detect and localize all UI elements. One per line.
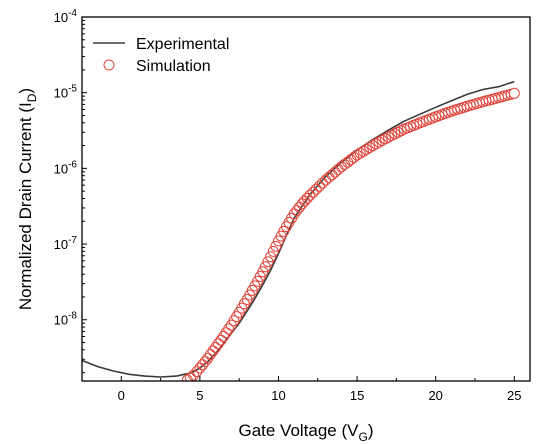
series-simulation-point <box>370 138 382 150</box>
series-simulation-point <box>508 87 520 99</box>
series-experimental-line <box>82 80 515 378</box>
series-simulation-point <box>210 342 222 353</box>
legend-marker-simulation <box>103 59 115 71</box>
y-axis-title-sub: D <box>25 93 39 102</box>
y-tick-label: 10-7 <box>54 235 78 252</box>
series-simulation-point <box>265 251 277 263</box>
y-axis-title-main: Normalized Drain Current (I <box>16 102 35 310</box>
x-tick-label: 0 <box>118 388 125 403</box>
legend: Experimental Simulation <box>93 36 229 75</box>
legend-label-simulation: Simulation <box>136 58 211 75</box>
series-simulation-point <box>188 369 200 381</box>
y-tick-label: 10-4 <box>54 8 78 25</box>
y-tick-label: 10-8 <box>54 311 78 328</box>
series-simulation-point <box>348 151 360 163</box>
series-simulation-point <box>207 345 219 357</box>
series-simulation-point <box>212 338 224 350</box>
y-axis-title-end: ) <box>16 88 35 94</box>
x-tick-label: 15 <box>350 388 364 403</box>
y-tick-exp: -7 <box>68 235 77 246</box>
series-simulation-point <box>310 183 322 195</box>
x-tick-label: 20 <box>428 388 442 403</box>
series-simulation-point <box>202 352 214 364</box>
legend-label-experimental: Experimental <box>136 36 229 53</box>
y-tick-base: 10 <box>54 237 68 252</box>
y-tick-label: 10-6 <box>54 159 78 176</box>
series-simulation-point <box>317 177 328 189</box>
series-simulation-point <box>197 359 208 371</box>
series-simulation-point <box>313 180 325 192</box>
series-simulation-point <box>301 192 313 204</box>
x-tick-label: 5 <box>196 388 203 403</box>
x-axis-title-main: Gate Voltage (V <box>238 421 359 440</box>
x-axis-title-end: ) <box>368 421 374 440</box>
series-simulation-point <box>288 208 300 220</box>
series-simulation-point <box>351 149 363 161</box>
series-simulation-point <box>199 356 211 367</box>
series-simulation-point <box>218 331 229 342</box>
y-tick-exp: -5 <box>68 84 77 95</box>
series-simulation-point <box>259 261 271 273</box>
series-simulation-point <box>326 169 338 181</box>
y-tick-exp: -4 <box>68 8 77 19</box>
series-simulation-point <box>291 205 303 217</box>
series-simulation-point <box>223 323 235 335</box>
series-simulation-point <box>361 143 372 155</box>
x-tick-label: 10 <box>271 388 285 403</box>
series-simulation-point <box>270 240 282 252</box>
series-simulation-point <box>262 256 274 268</box>
series-simulation-point <box>267 245 279 257</box>
series-simulation-point <box>204 349 216 361</box>
y-tick-base: 10 <box>54 10 68 25</box>
series-simulation-point <box>257 266 269 278</box>
x-axis-title: Gate Voltage (VG) <box>238 421 373 444</box>
y-axis-title: Normalized Drain Current (ID) <box>16 88 39 310</box>
y-tick-exp: -6 <box>68 159 77 170</box>
series-simulation-point <box>304 189 316 201</box>
series-simulation-point <box>220 327 232 339</box>
y-tick-base: 10 <box>54 86 68 101</box>
x-tick-label: 25 <box>507 388 521 403</box>
series-layer <box>82 80 520 381</box>
series-simulation-point <box>364 142 376 153</box>
plot-frame <box>81 16 531 382</box>
y-tick-base: 10 <box>54 161 68 176</box>
series-simulation-point <box>215 334 227 346</box>
y-tick-label: 10-5 <box>54 84 78 101</box>
series-simulation-point <box>191 366 203 378</box>
series-simulation-point <box>181 374 193 381</box>
series-simulation-point <box>357 145 369 157</box>
y-tick-exp: -8 <box>68 311 77 322</box>
series-simulation-point <box>307 186 319 198</box>
x-axis-title-sub: G <box>359 430 368 444</box>
series-simulation-point <box>185 372 196 381</box>
y-tick-base: 10 <box>54 313 68 328</box>
